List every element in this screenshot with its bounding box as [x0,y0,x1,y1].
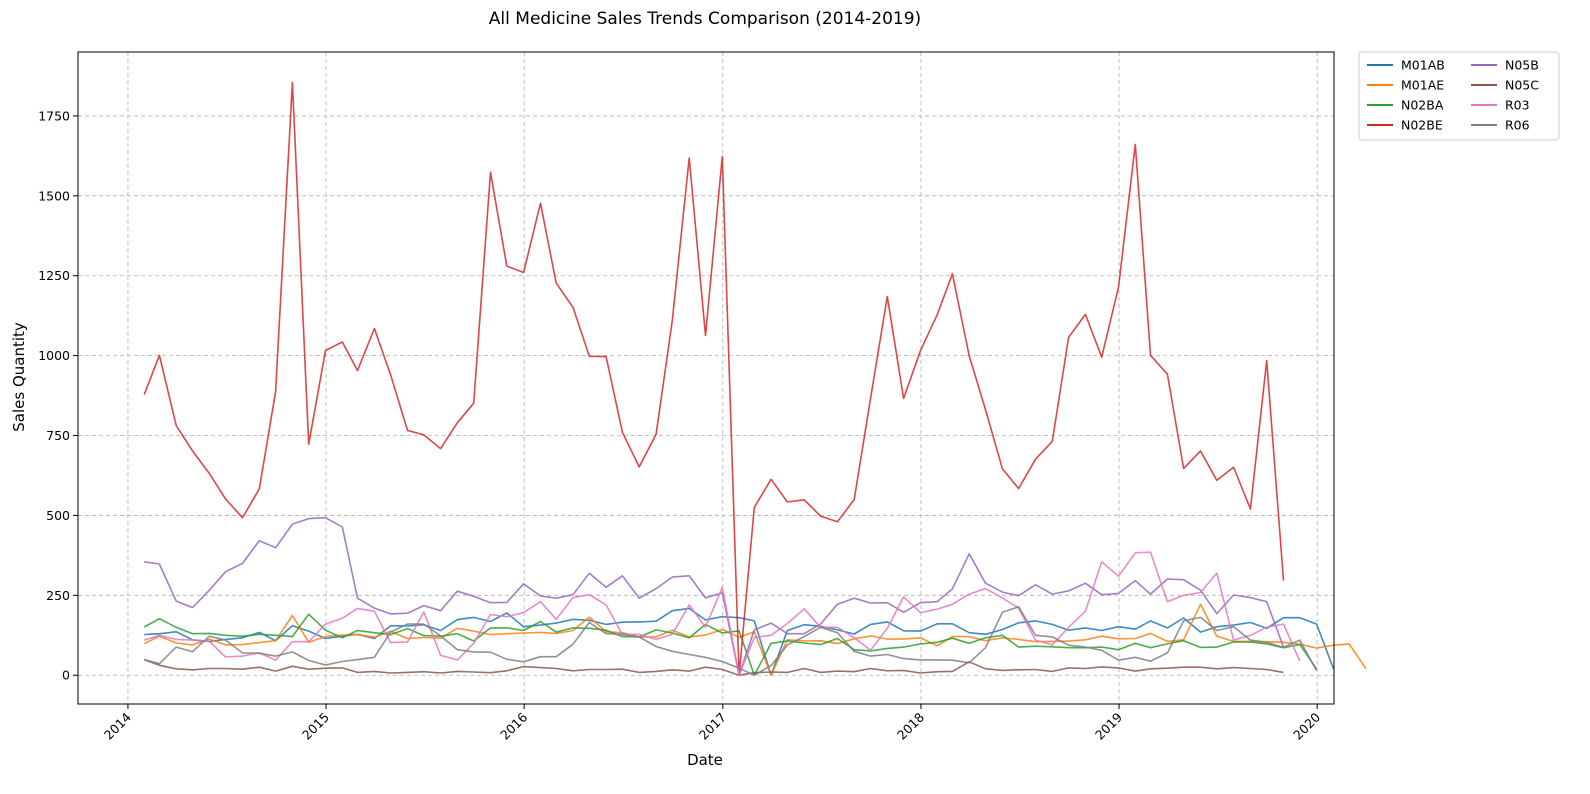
series-layer [143,81,1367,677]
series-line-n02be [143,81,1285,677]
x-axis-label: Date [687,751,723,769]
legend-label-m01ae: M01AE [1401,78,1444,93]
y-tick-label: 500 [46,508,70,523]
legend-label-r03: R03 [1505,98,1530,113]
y-tick-label: 1250 [38,268,70,283]
legend-label-r06: R06 [1505,118,1530,133]
legend-label-n05b: N05B [1505,58,1539,73]
legend-label-n02be: N02BE [1401,118,1443,133]
y-tick-label: 0 [62,668,70,683]
y-tick-label: 1500 [38,188,70,203]
series-line-r03 [143,551,1301,677]
legend: M01AB M01AE N02BA N02BE N05B N05C R03 R06 [1358,51,1560,141]
y-tick-label: 750 [46,428,70,443]
y-tick-label: 1750 [38,108,70,123]
legend-box [1358,51,1560,141]
y-tick-label: 1000 [38,348,70,363]
chart-title: All Medicine Sales Trends Comparison (20… [489,9,921,29]
series-line-n05c [143,658,1284,677]
y-tick-label: 250 [46,588,70,603]
series-line-m01ab [144,607,1335,677]
legend-label-n02ba: N02BA [1401,98,1444,113]
plot-frame [77,51,1335,705]
y-axis-label: Sales Quantity [10,322,28,432]
series-line-r06 [143,605,1318,677]
legend-label-n05c: N05C [1505,78,1539,93]
legend-label-m01ab: M01AB [1401,58,1445,73]
